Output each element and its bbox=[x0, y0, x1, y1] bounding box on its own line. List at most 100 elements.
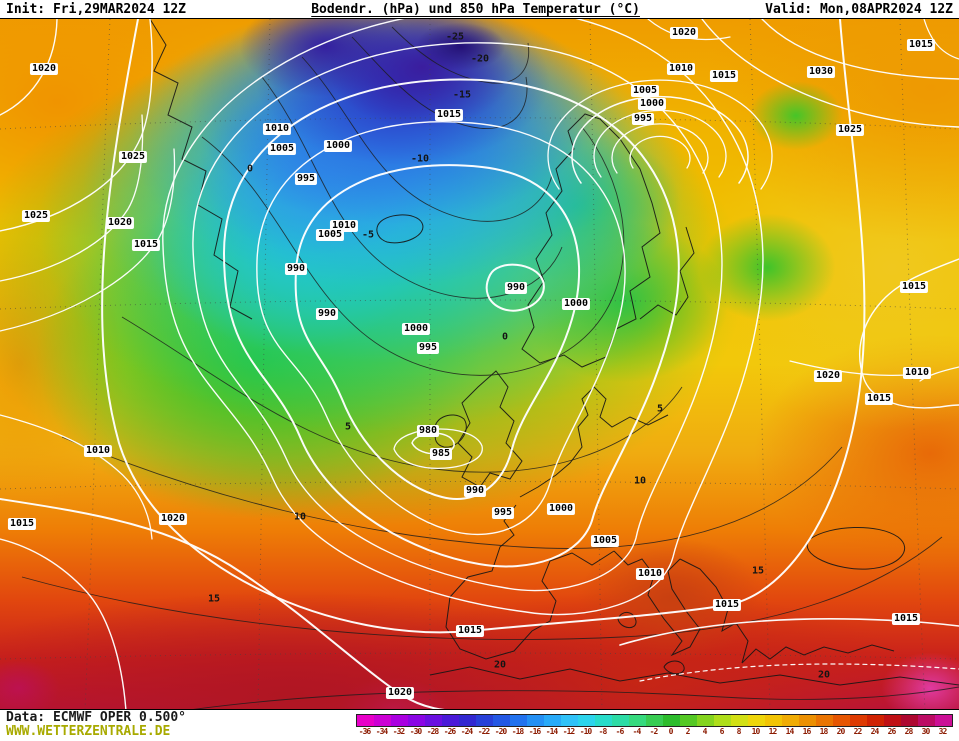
temperature-field bbox=[0, 19, 959, 709]
legend-value: 26 bbox=[887, 727, 897, 736]
isobar-label: 1025 bbox=[118, 151, 148, 163]
legend-value: 18 bbox=[819, 727, 829, 736]
temp-contour-label: 15 bbox=[751, 565, 765, 577]
legend-color-cell bbox=[731, 715, 748, 726]
legend-value: -32 bbox=[392, 727, 405, 736]
valid-timestamp: Valid: Mon,08APR2024 12Z bbox=[765, 1, 953, 17]
isobar-label: 990 bbox=[315, 308, 339, 320]
header: Init: Fri,29MAR2024 12Z Bodendr. (hPa) u… bbox=[0, 0, 959, 18]
legend-value: 20 bbox=[836, 727, 846, 736]
legend-value: 8 bbox=[736, 727, 742, 736]
isobar-label: 995 bbox=[416, 342, 440, 354]
legend-color-cell bbox=[867, 715, 884, 726]
legend-color-cell bbox=[680, 715, 697, 726]
isobar-label: 1030 bbox=[806, 66, 836, 78]
isobar-label: 980 bbox=[416, 425, 440, 437]
legend-color-cell bbox=[918, 715, 935, 726]
legend-value: -20 bbox=[494, 727, 507, 736]
temp-contour-label: -20 bbox=[470, 53, 490, 65]
temp-contour-label: 20 bbox=[817, 669, 831, 681]
temp-contour-label: 5 bbox=[344, 421, 352, 433]
temperature-legend: -36 -34 -32 -30 -28 -26 -24 -22 -20 -18 -16 -14 -12-… bbox=[356, 714, 953, 736]
footer: Data: ECMWF OPER 0.500° WWW.WETTERZENTRA… bbox=[0, 710, 959, 741]
map-overlay-svg bbox=[0, 19, 959, 709]
temp-contour-label: -10 bbox=[410, 153, 430, 165]
temp-contour-label: 15 bbox=[207, 593, 221, 605]
legend-value: -30 bbox=[409, 727, 422, 736]
legend-color-cell bbox=[833, 715, 850, 726]
isobar-label: 1020 bbox=[158, 513, 188, 525]
legend-color-cell bbox=[578, 715, 595, 726]
legend-color-cell bbox=[510, 715, 527, 726]
legend-color-cell bbox=[595, 715, 612, 726]
legend-color-cell bbox=[765, 715, 782, 726]
coastlines bbox=[149, 19, 959, 686]
isobar-label: 990 bbox=[504, 282, 528, 294]
legend-color-cell bbox=[816, 715, 833, 726]
legend-value: 2 bbox=[685, 727, 691, 736]
isobar-label: 990 bbox=[463, 485, 487, 497]
isobar-label: 1020 bbox=[105, 217, 135, 229]
isobar-label: 1020 bbox=[385, 687, 415, 699]
legend-value: -14 bbox=[545, 727, 558, 736]
isobar-label: 995 bbox=[294, 173, 318, 185]
isobar-label: 1015 bbox=[891, 613, 921, 625]
legend-value: 14 bbox=[785, 727, 795, 736]
isobar-labels-layer: 1020 1025 1025 1020 1015 1010 1015 1020 1010 1005… bbox=[0, 19, 959, 709]
isobar-label: 995 bbox=[491, 507, 515, 519]
isobar-label: 1015 bbox=[434, 109, 464, 121]
weather-map: 1020 1025 1025 1020 1015 1010 1015 1020 1010 1005… bbox=[0, 18, 959, 710]
legend-value: -16 bbox=[528, 727, 541, 736]
legend-value: -22 bbox=[477, 727, 490, 736]
legend-color-cell bbox=[476, 715, 493, 726]
legend-color-cell bbox=[697, 715, 714, 726]
isobar-label: 1005 bbox=[315, 229, 345, 241]
legend-color-cell bbox=[493, 715, 510, 726]
legend-color-cell bbox=[374, 715, 391, 726]
isobar-label: 985 bbox=[429, 448, 453, 460]
legend-value: -4 bbox=[632, 727, 642, 736]
legend-color-cell bbox=[629, 715, 646, 726]
isobar-label: 1015 bbox=[899, 281, 929, 293]
isobar-label: 1010 bbox=[83, 445, 113, 457]
init-timestamp: Init: Fri,29MAR2024 12Z bbox=[6, 1, 187, 17]
legend-value: 28 bbox=[904, 727, 914, 736]
isobar-label: 1020 bbox=[813, 370, 843, 382]
isobar-label: 1005 bbox=[630, 85, 660, 97]
isobar-label: 1015 bbox=[709, 70, 739, 82]
legend-color-cell bbox=[782, 715, 799, 726]
credits: Data: ECMWF OPER 0.500° WWW.WETTERZENTRA… bbox=[6, 711, 186, 739]
legend-color-cell bbox=[799, 715, 816, 726]
legend-color-cell bbox=[884, 715, 901, 726]
temp-contour-label: 5 bbox=[656, 403, 664, 415]
legend-value: -6 bbox=[615, 727, 625, 736]
isobar-label: 1005 bbox=[267, 143, 297, 155]
legend-value: -12 bbox=[562, 727, 575, 736]
isobar-label: 1010 bbox=[262, 123, 292, 135]
temp-contour-label: 0 bbox=[246, 163, 254, 175]
isobar-label: 995 bbox=[631, 113, 655, 125]
isobar-label: 1010 bbox=[902, 367, 932, 379]
graticule bbox=[0, 19, 959, 709]
isobar-label: 1015 bbox=[906, 39, 936, 51]
legend-color-cell bbox=[612, 715, 629, 726]
legend-value: 16 bbox=[802, 727, 812, 736]
legend-color-cell bbox=[663, 715, 680, 726]
legend-value-labels: -36 -34 -32 -30 -28 -26 -24 -22 -20 -18 -16 -14 -12-… bbox=[356, 727, 953, 736]
legend-value: -28 bbox=[426, 727, 439, 736]
legend-value: 22 bbox=[853, 727, 863, 736]
legend-value: 0 bbox=[668, 727, 674, 736]
legend-color-cell bbox=[442, 715, 459, 726]
isobar-label: 1025 bbox=[21, 210, 51, 222]
legend-color-bar bbox=[356, 714, 953, 727]
legend-value: 10 bbox=[751, 727, 761, 736]
isobar-label: 1015 bbox=[7, 518, 37, 530]
legend-value: 6 bbox=[719, 727, 725, 736]
legend-value: -18 bbox=[511, 727, 524, 736]
isobar-label: 1015 bbox=[455, 625, 485, 637]
temp-contour-label: 20 bbox=[493, 659, 507, 671]
isobar-label: 1010 bbox=[635, 568, 665, 580]
isobar-label: 1010 bbox=[666, 63, 696, 75]
legend-value: -36 bbox=[358, 727, 371, 736]
